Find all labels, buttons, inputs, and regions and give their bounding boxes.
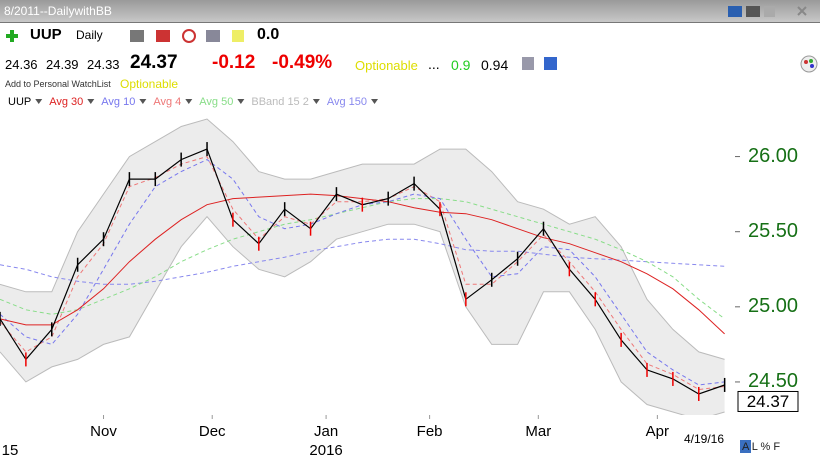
y-tick-label: 26.00	[748, 145, 798, 167]
plot	[0, 118, 726, 415]
series-line	[0, 238, 725, 285]
palette-icon[interactable]	[800, 55, 818, 73]
stat: 0.9	[451, 57, 471, 73]
icon[interactable]	[764, 6, 775, 17]
x-tick-label: Jan	[314, 423, 338, 440]
year-label: 15	[2, 442, 19, 459]
icon[interactable]	[130, 30, 144, 42]
legend-menu-arrow	[237, 99, 245, 104]
title-bar: 8/2011--DailywithBB	[0, 0, 820, 23]
x-tick-label: Feb	[417, 423, 443, 440]
optionable: Optionable	[355, 58, 418, 73]
add-icon[interactable]	[5, 29, 19, 43]
legend-menu-arrow	[185, 99, 193, 104]
footer-label: A L % F	[742, 441, 780, 453]
legend-menu-arrow	[87, 99, 95, 104]
footer-box[interactable]	[740, 440, 751, 453]
stat: 0.94	[481, 57, 509, 73]
low: 24.33	[87, 57, 120, 72]
period[interactable]: Daily	[76, 28, 103, 42]
icon[interactable]	[522, 57, 534, 70]
icon[interactable]	[182, 29, 196, 43]
x-tick-label: Nov	[90, 423, 117, 440]
legend-menu-arrow	[35, 99, 43, 104]
y-tick-label: 24.50	[748, 370, 798, 392]
legend-entry: Avg 150	[327, 96, 367, 108]
ellipsis: ...	[428, 56, 440, 72]
symbol[interactable]: UUP	[30, 26, 62, 43]
icon[interactable]	[232, 30, 244, 42]
window-icons	[728, 6, 807, 17]
last-price-box	[737, 390, 799, 412]
net-change: -0.12	[212, 52, 256, 73]
legend-entry: Avg 30	[49, 96, 83, 108]
last: 24.37	[130, 52, 178, 73]
x-tick-label: Apr	[646, 423, 669, 440]
legend-entry: Avg 10	[101, 96, 135, 108]
change-field: 0.0	[257, 26, 280, 43]
legend-menu-arrow	[139, 99, 147, 104]
icon[interactable]	[206, 30, 220, 42]
last-price-label: 24.37	[747, 392, 790, 411]
toolbar-icons	[130, 29, 244, 43]
optionable: Optionable	[120, 77, 179, 91]
legend-entry: Avg 50	[199, 96, 233, 108]
series-line	[0, 198, 725, 320]
high: 24.39	[46, 57, 79, 72]
layout-name[interactable]: 8/2011--DailywithBB	[4, 4, 112, 18]
year-label: 2016	[309, 442, 342, 459]
date-label: 4/19/16	[684, 432, 724, 446]
legend-entry: UUP	[8, 96, 31, 108]
band-fill	[0, 119, 725, 415]
x-tick-label: Dec	[199, 423, 226, 440]
icon[interactable]	[156, 30, 170, 42]
band-upper	[0, 118, 725, 360]
icon[interactable]	[746, 6, 760, 17]
quote-header: UUP Daily 0.0 24.36 24.39 24.33 24.37 -0…	[0, 23, 820, 93]
y-tick-label: 25.00	[748, 295, 798, 317]
legend-menu-arrow	[312, 99, 320, 104]
icons	[522, 57, 557, 70]
watchlist-link[interactable]: Add to Personal WatchList	[5, 79, 111, 89]
close-icon[interactable]	[797, 6, 807, 16]
save-icon[interactable]	[544, 57, 557, 70]
legend-menu-arrow	[371, 99, 379, 104]
y-tick-label: 25.50	[748, 220, 798, 242]
icon[interactable]	[728, 6, 742, 17]
legend-entry: BBand 15 2	[251, 96, 309, 108]
pct-change: -0.49%	[272, 52, 333, 73]
open: 24.36	[5, 57, 38, 72]
legend-entry: Avg 4	[153, 96, 181, 108]
x-tick-label: Mar	[525, 423, 551, 440]
band-lower	[0, 215, 725, 415]
